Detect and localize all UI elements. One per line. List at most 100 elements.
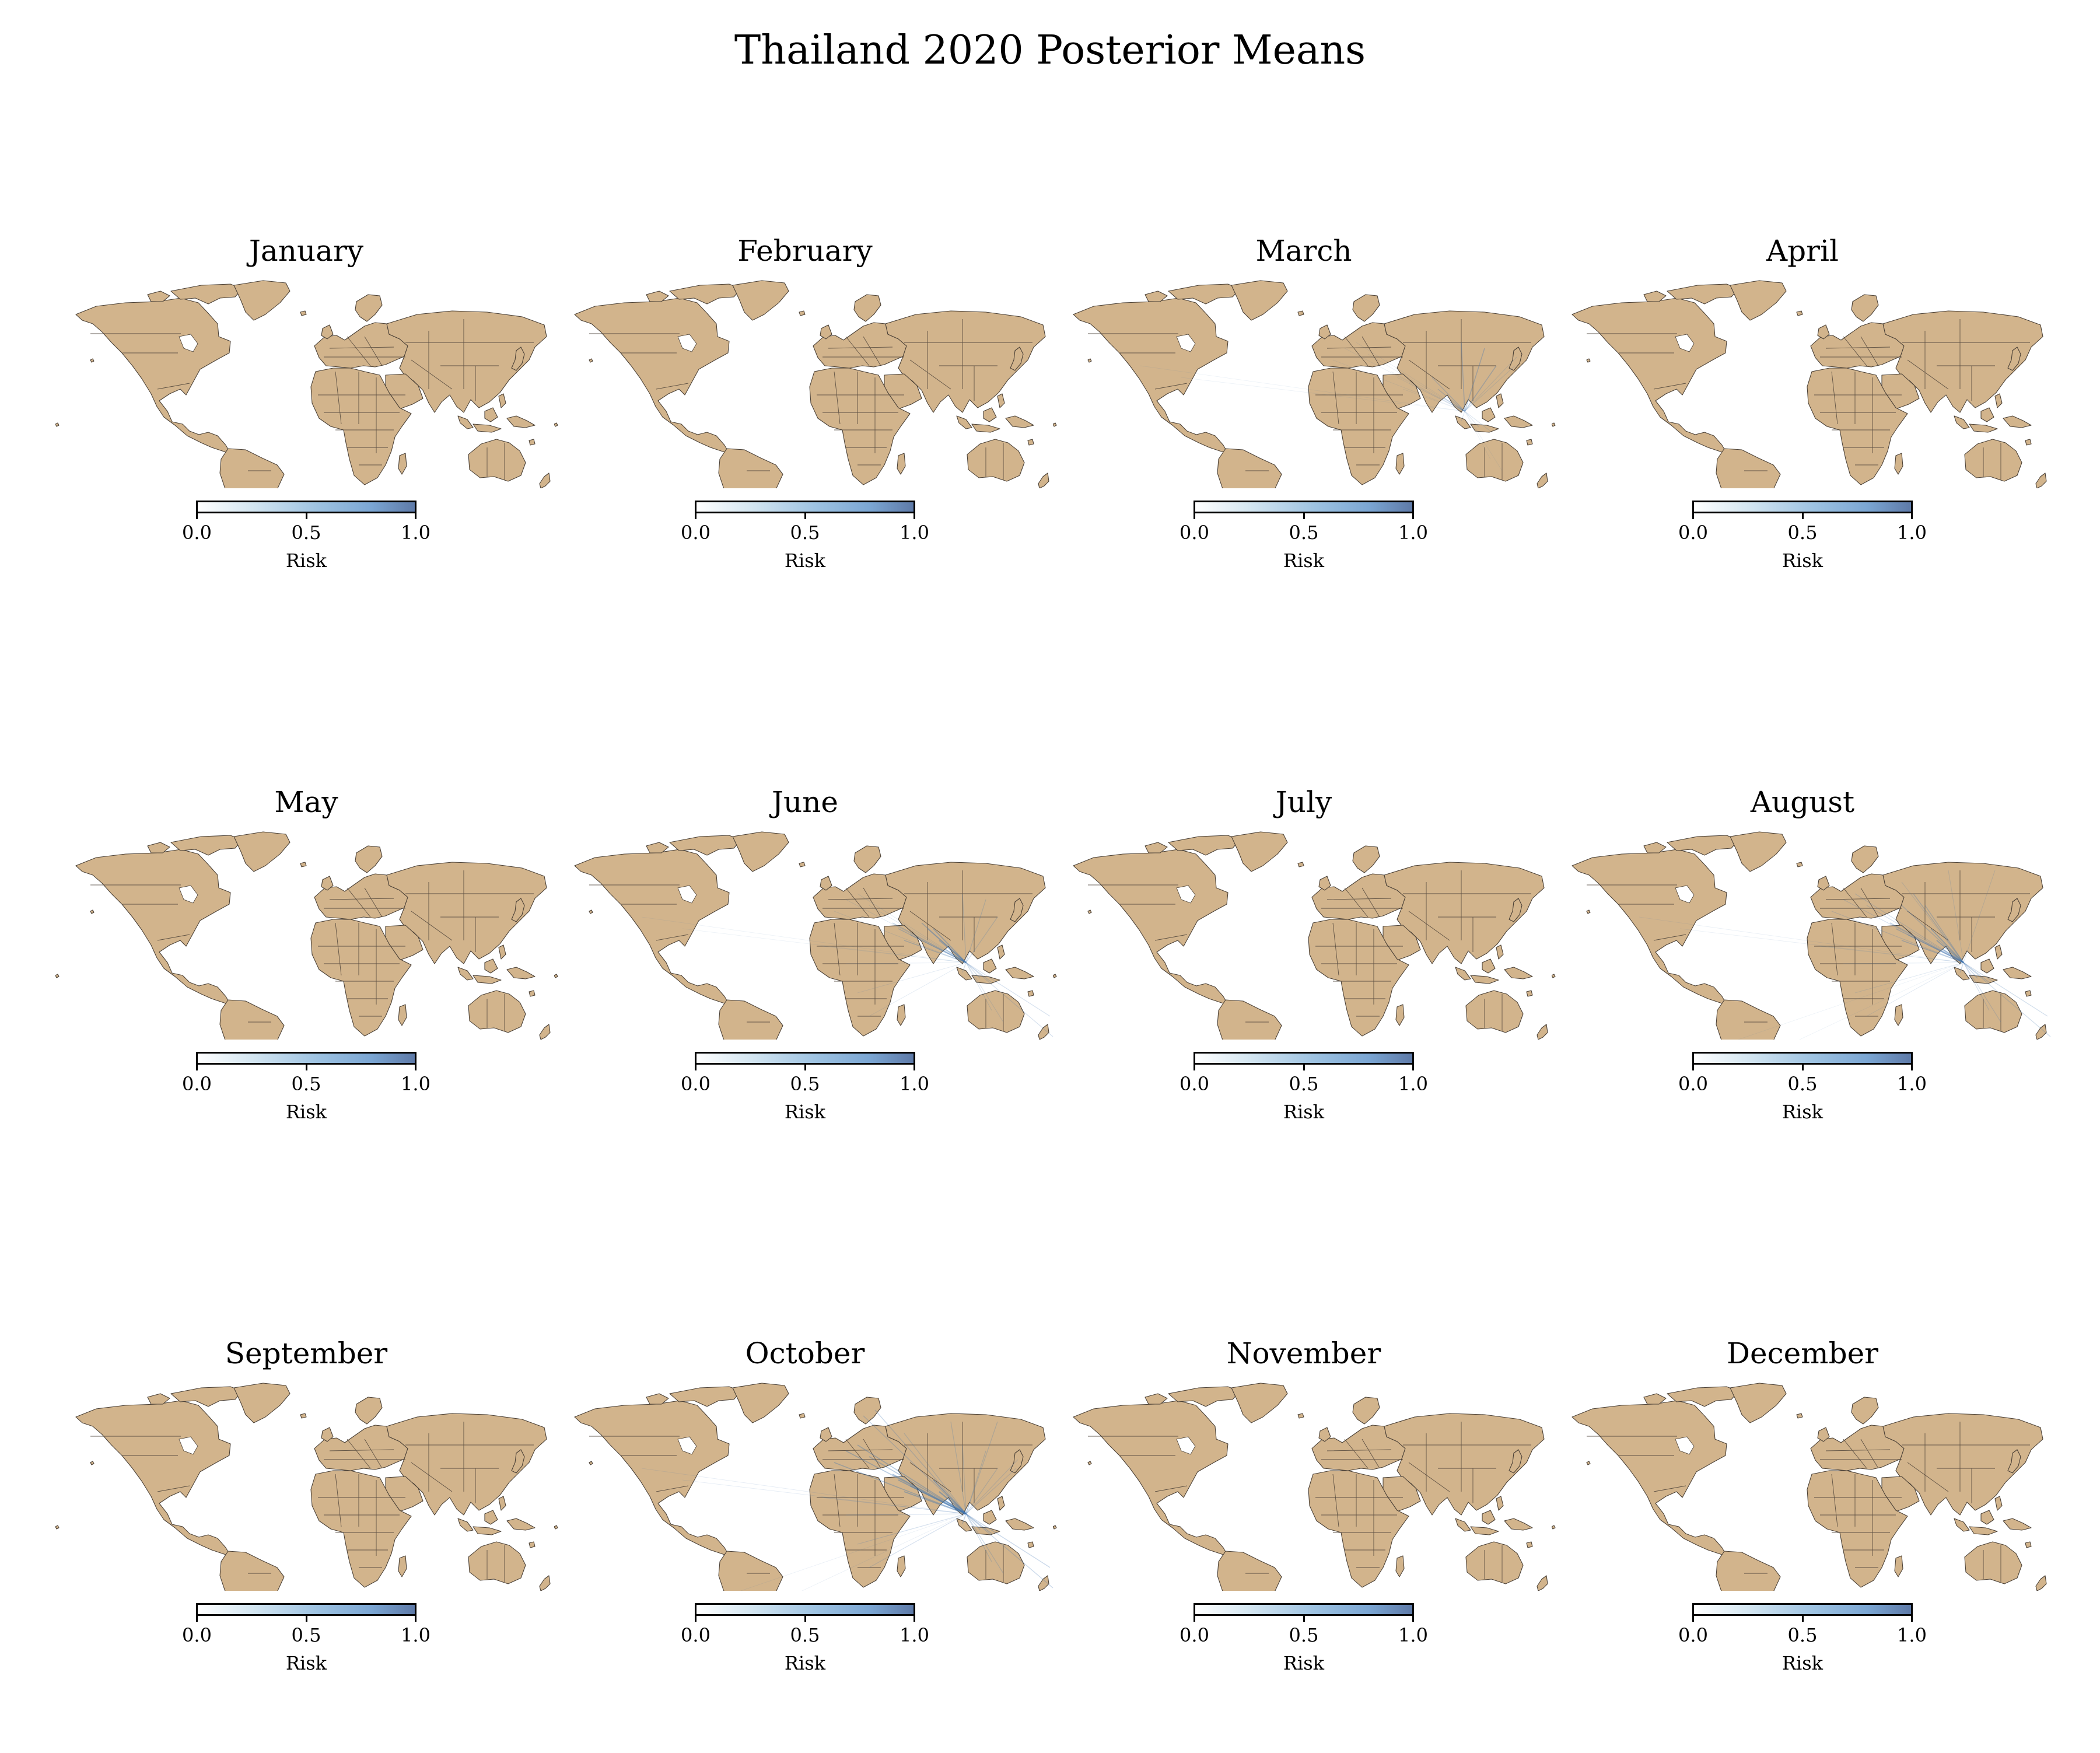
flow-line-africa	[857, 1513, 967, 1545]
risk-colorbar: 0.0 0.5 1.0 Risk	[681, 1052, 929, 1123]
colorbar-label: Risk	[1782, 550, 1824, 572]
flow-line-indonesia	[962, 1513, 967, 1524]
flow-line-india	[1437, 389, 1465, 412]
flow-line-china	[965, 899, 986, 963]
panel-title: October	[745, 1336, 865, 1370]
colorbar-tick	[914, 1616, 915, 1622]
colorbar-tick-label: 0.5	[790, 522, 820, 544]
flow-line-australia	[965, 962, 992, 1011]
colorbar-tick	[914, 1065, 915, 1070]
colorbar-tick-label: 1.0	[900, 522, 929, 544]
flow-line-europe	[1866, 905, 1964, 963]
colorbar-label: Risk	[784, 550, 826, 572]
flow-line-australia	[965, 962, 1004, 1023]
flow-line-middle-east	[1396, 377, 1465, 412]
flow-line-africa	[822, 1497, 967, 1514]
flow-line-middle-east	[892, 922, 967, 963]
risk-colorbar: 0.0 0.5 1.0 Risk	[681, 1603, 929, 1674]
colorbar-label: Risk	[1782, 1101, 1824, 1123]
flow-line-central-asia	[1924, 905, 1964, 963]
flow-line-pacific	[965, 1513, 1054, 1588]
colorbar-tick	[1801, 1616, 1804, 1622]
colorbar-tick-label: 0.5	[1787, 1073, 1818, 1095]
colorbar-label: Risk	[784, 1652, 826, 1674]
flow-line-africa	[845, 962, 967, 964]
flow-line-europe	[1831, 911, 1964, 963]
flow-line-europe	[1367, 354, 1465, 412]
colorbar-tick	[1412, 1616, 1414, 1622]
map-panel-july: July 0.0 0.5 1.0 Risk	[1053, 782, 1555, 1202]
flow-line-china	[1464, 365, 1497, 412]
colorbar-label: Risk	[285, 1652, 327, 1674]
flow-line-indonesia	[1464, 411, 1479, 428]
colorbar-tick-label: 0.0	[681, 522, 710, 544]
flow-line-india	[939, 940, 967, 963]
world-map	[1552, 831, 2051, 1040]
colorbar-gradient	[695, 501, 915, 513]
world-map	[1552, 280, 2047, 488]
flow-line-europe	[1843, 899, 1964, 963]
flow-line-indonesia	[965, 1513, 981, 1530]
flow-line-india	[939, 1491, 967, 1514]
flow-line-china	[965, 1450, 986, 1514]
colorbar-tick	[196, 513, 198, 519]
flow-line-pacific	[1963, 962, 2048, 1017]
colorbar-tick-label: 0.0	[681, 1624, 710, 1646]
map-panel-november: November 0.0 0.5 1.0 Risk	[1053, 1333, 1555, 1753]
flow-line-china	[1464, 348, 1485, 412]
colorbar-tick	[1692, 1065, 1694, 1070]
flow-line-middle-east	[898, 1479, 967, 1514]
map-panel-february: February 0.0 0.5 1.0 Risk	[554, 230, 1056, 650]
colorbar-tick	[1303, 1616, 1305, 1622]
flow-line-middle-east	[909, 1485, 967, 1514]
world-map	[55, 831, 551, 1040]
flow-line-europe	[857, 893, 967, 963]
colorbar-tick-label: 1.0	[1398, 522, 1428, 544]
colorbar-tick	[415, 513, 416, 519]
colorbar-tick	[1194, 1065, 1195, 1070]
colorbar-tick-label: 0.0	[1180, 1624, 1209, 1646]
map-panel-may: May 0.0 0.5 1.0 Risk	[55, 782, 557, 1202]
flow-line-china	[965, 916, 998, 963]
colorbar-tick	[196, 1065, 198, 1070]
flow-line-indonesia	[1963, 962, 1978, 979]
panel-title: September	[225, 1336, 388, 1370]
colorbar-tick	[804, 1616, 806, 1622]
figure-title: Thailand 2020 Posterior Means	[734, 27, 1366, 74]
flow-line-pakistan	[927, 928, 967, 963]
risk-colorbar: 0.0 0.5 1.0 Risk	[1678, 501, 1927, 572]
world-map	[1053, 831, 1548, 1040]
flow-line-north-america	[1639, 916, 1964, 963]
colorbar-label: Risk	[784, 1101, 826, 1123]
flow-line-india	[1942, 949, 1964, 963]
world-map	[554, 1383, 1054, 1591]
risk-colorbar: 0.0 0.5 1.0 Risk	[681, 501, 929, 572]
flow-line-india	[933, 1479, 967, 1514]
map-panel-december: December 0.0 0.5 1.0 Risk	[1552, 1333, 2053, 1753]
colorbar-gradient	[1194, 501, 1414, 513]
flow-line-central-asia	[1913, 893, 1964, 963]
flow-line-middle-east	[904, 940, 967, 963]
flow-line-china	[965, 1468, 998, 1514]
flow-line-scandinavia	[863, 1415, 967, 1514]
flow-line-australia	[1963, 962, 1990, 1011]
flow-line-australia	[965, 1513, 992, 1562]
colorbar-tick	[1801, 1065, 1804, 1070]
flow-line-russia	[904, 1433, 967, 1514]
flow-line-india	[1443, 397, 1465, 412]
risk-colorbar: 0.0 0.5 1.0 Risk	[182, 501, 430, 572]
colorbar-gradient	[1194, 1052, 1414, 1065]
flow-line-pacific	[1963, 962, 2051, 1037]
flow-line-indonesia	[1464, 411, 1491, 432]
colorbar-tick	[1911, 1065, 1913, 1070]
flow-line-europe	[834, 911, 967, 963]
flow-line-indonesia	[965, 962, 981, 979]
colorbar-tick-label: 1.0	[1398, 1624, 1428, 1646]
colorbar-gradient	[1194, 1603, 1414, 1616]
colorbar-tick-label: 0.5	[1787, 1624, 1818, 1646]
colorbar-tick-label: 1.0	[1398, 1073, 1428, 1095]
colorbar-tick-label: 0.0	[1678, 522, 1708, 544]
colorbar-tick	[415, 1616, 416, 1622]
flow-line-north-america	[1140, 365, 1465, 412]
colorbar-gradient	[196, 1052, 416, 1065]
